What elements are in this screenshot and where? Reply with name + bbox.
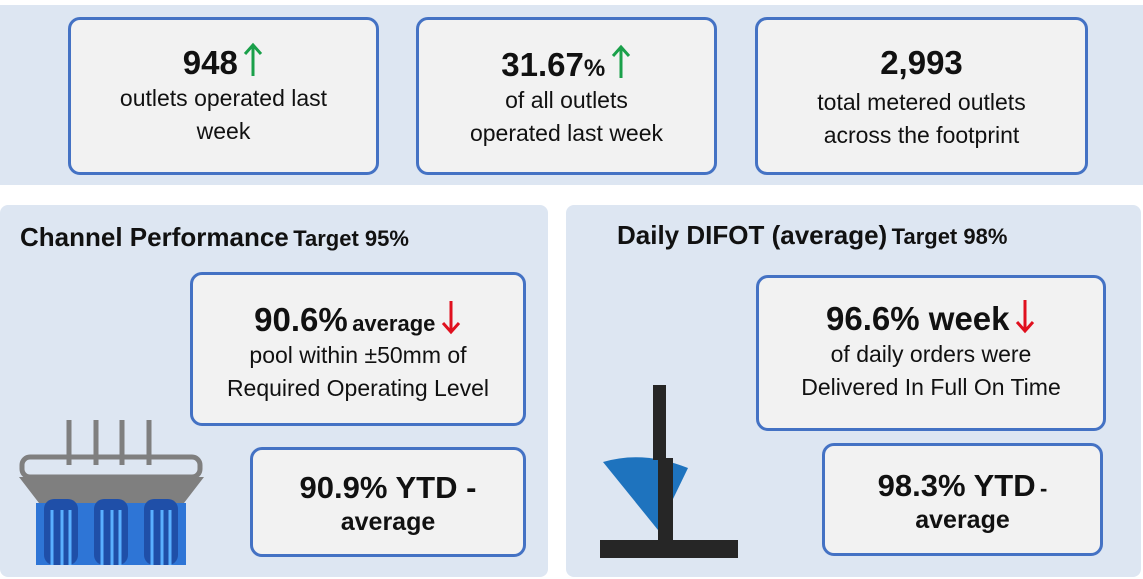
kpi-value: 948	[182, 44, 238, 81]
metric-card: 90.6% average pool within ±50mm of Requi…	[190, 272, 526, 426]
title: Daily DIFOT (average)	[617, 220, 888, 250]
metric-label: Required Operating Level	[226, 375, 490, 401]
panel-title: Daily DIFOT (average) Target 98%	[617, 220, 1007, 251]
metric-label: pool within ±50mm of	[249, 342, 467, 368]
kpi-label: across the footprint	[823, 122, 1020, 148]
kpi-label: total metered outlets	[817, 89, 1026, 115]
kpi-card: 31.67% of all outlets operated last week	[416, 17, 717, 175]
metric-value: 90.6%	[254, 301, 348, 338]
ytd-line: average	[915, 506, 1010, 534]
metric-label: Delivered In Full On Time	[801, 374, 1061, 400]
down-arrow	[441, 301, 460, 335]
kpi-card: 948 outlets operated last week	[68, 17, 379, 175]
ytd-dash: -	[1040, 476, 1048, 501]
panel-title: Channel Performance Target 95%	[20, 222, 409, 253]
metric-label: of daily orders were	[830, 341, 1032, 367]
metric-qualifier: average	[352, 311, 436, 336]
ytd-card: 98.3% YTD - average	[822, 443, 1103, 556]
kpi-value: 31.67	[501, 46, 584, 83]
down-arrow	[1015, 300, 1035, 334]
kpi-label: of all outlets	[505, 87, 628, 113]
ytd-line: 90.9% YTD -	[299, 470, 477, 505]
ytd-card: 90.9% YTD - average	[250, 447, 526, 557]
meter-icon	[600, 385, 738, 558]
kpi-label: week	[196, 118, 251, 144]
up-arrow	[244, 42, 263, 76]
kpi-unit: %	[583, 55, 606, 82]
gate-icon	[19, 420, 204, 565]
title: Channel Performance	[20, 222, 289, 252]
metric-value: 96.6% week	[826, 300, 1010, 337]
target: Target 98%	[891, 224, 1008, 249]
kpi-value: 2,993	[880, 44, 963, 81]
kpi-card: 2,993 total metered outlets across the f…	[755, 17, 1088, 175]
metric-card: 96.6% week of daily orders were Delivere…	[756, 275, 1106, 431]
ytd-value: 98.3% YTD	[877, 468, 1036, 503]
target: Target 95%	[293, 226, 409, 251]
up-arrow	[611, 44, 630, 78]
ytd-line: average	[340, 508, 436, 536]
kpi-label: outlets operated last	[119, 85, 328, 111]
kpi-label: operated last week	[469, 120, 664, 146]
